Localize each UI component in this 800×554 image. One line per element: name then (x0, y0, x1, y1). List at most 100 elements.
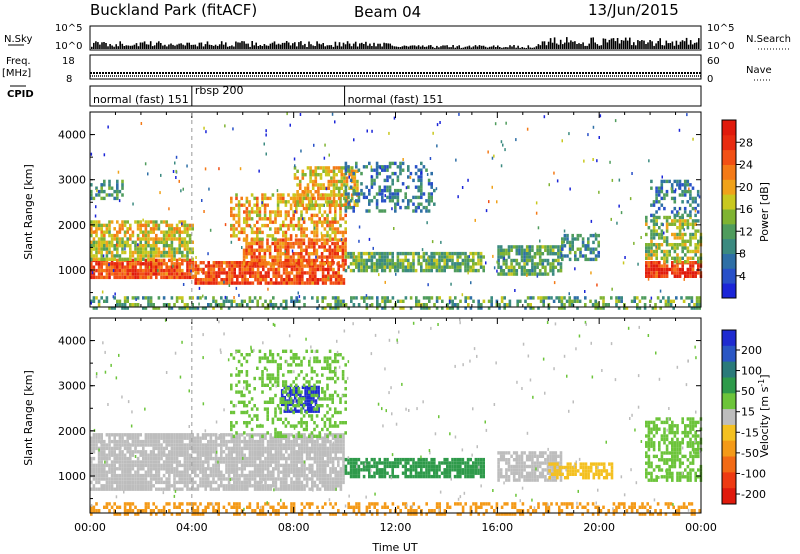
heatmap-cell (375, 258, 379, 263)
heatmap-cell (259, 264, 262, 268)
heatmap-cell (251, 443, 254, 447)
heatmap-cell (90, 450, 93, 454)
heatmap-cell (131, 230, 135, 234)
heatmap-cell (694, 249, 697, 254)
heatmap-cell (170, 262, 174, 266)
heatmap-cell (95, 193, 98, 197)
heatmap-cell (152, 223, 155, 228)
heatmap-cell (296, 183, 299, 187)
heatmap-cell (331, 217, 334, 221)
nsky-bar (328, 45, 331, 49)
heatmap-cell (678, 229, 682, 233)
heatmap-cell (214, 487, 218, 491)
heatmap-cell (259, 278, 262, 282)
heatmap-cell (121, 257, 124, 261)
heatmap-cell (663, 206, 666, 211)
heatmap-cell (90, 220, 93, 224)
heatmap-cell (181, 240, 184, 244)
heatmap-cell (559, 265, 563, 269)
heatmap-cell (100, 443, 103, 447)
heatmap-cell (116, 193, 119, 197)
heatmap-cell (464, 265, 467, 269)
heatmap-cell (162, 296, 166, 300)
heatmap-cell (186, 480, 189, 485)
y-tick-label: 1000 (58, 264, 86, 277)
heatmap-cell (267, 287, 269, 291)
heatmap-cell (425, 209, 428, 213)
heatmap-cell (136, 470, 140, 474)
heatmap-cell (563, 296, 566, 300)
heatmap-cell (157, 460, 161, 464)
heatmap-cell (313, 223, 316, 228)
beam-title: Beam 04 (354, 3, 421, 21)
heatmap-cell (108, 257, 111, 261)
heatmap-cell (295, 234, 298, 238)
heatmap-cell (597, 250, 600, 255)
heatmap-cell (525, 258, 529, 263)
heatmap-cell (227, 299, 231, 303)
heatmap-cell (671, 261, 674, 265)
heatmap-cell (123, 265, 127, 269)
nsky-bar (196, 46, 199, 49)
heatmap-cell (204, 450, 207, 454)
heatmap-cell (388, 161, 392, 166)
heatmap-cell (279, 484, 283, 488)
heatmap-cell (285, 267, 288, 272)
heatmap-cell (266, 446, 270, 451)
heatmap-cell (103, 268, 106, 273)
nave-label: Nave (746, 65, 772, 76)
nsky-bar (322, 43, 324, 49)
heatmap-cell (664, 303, 668, 307)
cpid-label: CPID (7, 89, 34, 100)
heatmap-cell (149, 250, 153, 255)
heatmap-cell (328, 153, 330, 157)
heatmap-cell (285, 264, 288, 268)
heatmap-cell (309, 169, 312, 173)
heatmap-cell (409, 199, 413, 203)
heatmap-cell (103, 179, 106, 184)
heatmap-cell (289, 203, 293, 207)
heatmap-cell (592, 158, 594, 161)
heatmap-cell (697, 229, 700, 233)
heatmap-cell (678, 226, 682, 230)
heatmap-cell (116, 443, 119, 447)
nsky-bar (269, 43, 272, 49)
heatmap-cell (340, 183, 344, 187)
heatmap-cell (298, 183, 302, 187)
heatmap-cell (155, 446, 158, 451)
heatmap-cell (409, 306, 413, 310)
heatmap-cell (300, 213, 303, 218)
heatmap-cell (246, 443, 249, 447)
heatmap-cell (330, 176, 333, 180)
heatmap-cell (276, 193, 280, 197)
heatmap-cell (296, 200, 299, 204)
heatmap-cell (121, 303, 124, 307)
heatmap-cell (645, 219, 648, 223)
heatmap-cell (152, 265, 155, 269)
heatmap-cell (456, 262, 459, 266)
heatmap-cell (191, 262, 194, 266)
heatmap-cell (212, 439, 215, 444)
heatmap-cell (318, 245, 321, 249)
heatmap-cell (285, 477, 288, 481)
freq-tick-top: 18 (62, 56, 75, 67)
heatmap-cell (550, 296, 553, 300)
heatmap-cell (370, 265, 374, 269)
heatmap-cell (330, 183, 333, 187)
heatmap-cell (689, 267, 692, 272)
heatmap-cell (324, 193, 328, 197)
heatmap-cell (214, 467, 218, 471)
heatmap-cell (355, 255, 358, 259)
heatmap-cell (340, 281, 343, 285)
heatmap-cell (280, 264, 283, 268)
heatmap-cell (204, 433, 207, 437)
heatmap-cell (505, 272, 508, 276)
heatmap-cell (331, 296, 335, 300)
heatmap-cell (129, 237, 132, 241)
heatmap-cell (235, 473, 239, 478)
heatmap-cell (235, 477, 239, 481)
heatmap-cell (245, 234, 249, 238)
heatmap-cell (544, 265, 547, 269)
heatmap-cell (200, 270, 203, 274)
heatmap-cell (427, 265, 431, 269)
